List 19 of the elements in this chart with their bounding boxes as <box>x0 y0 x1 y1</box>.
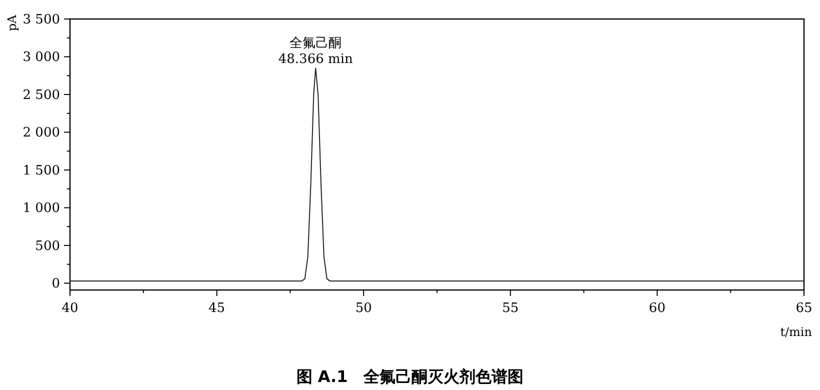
line-series <box>70 68 804 282</box>
y-tick-label: 1 000 <box>22 201 60 216</box>
text: 图 A.1 全氟己酮灭火剂色谱图 <box>296 367 524 386</box>
x-tick-label: 45 <box>208 301 226 316</box>
x-tick-label: 50 <box>355 301 372 316</box>
y-tick-label: 3 500 <box>22 12 60 28</box>
y-tick-label: 2 000 <box>22 126 60 141</box>
y-tick-label: 1 500 <box>22 163 60 178</box>
y-tick-label: 0 <box>52 276 60 292</box>
x-tick-label: 55 <box>502 301 519 316</box>
x-tick-label: 60 <box>648 301 666 316</box>
x-axis-title: t/min <box>780 325 812 339</box>
y-tick-label: 500 <box>35 238 60 254</box>
y-tick-label: 2 500 <box>22 88 60 103</box>
y-tick-label: 3 000 <box>22 50 60 66</box>
annotation: 全氟己酮 48.366 min <box>278 36 354 68</box>
x-tick-label: 40 <box>62 301 78 316</box>
x-tick-label: 65 <box>796 301 812 316</box>
y-axis-title: pA <box>5 14 19 32</box>
